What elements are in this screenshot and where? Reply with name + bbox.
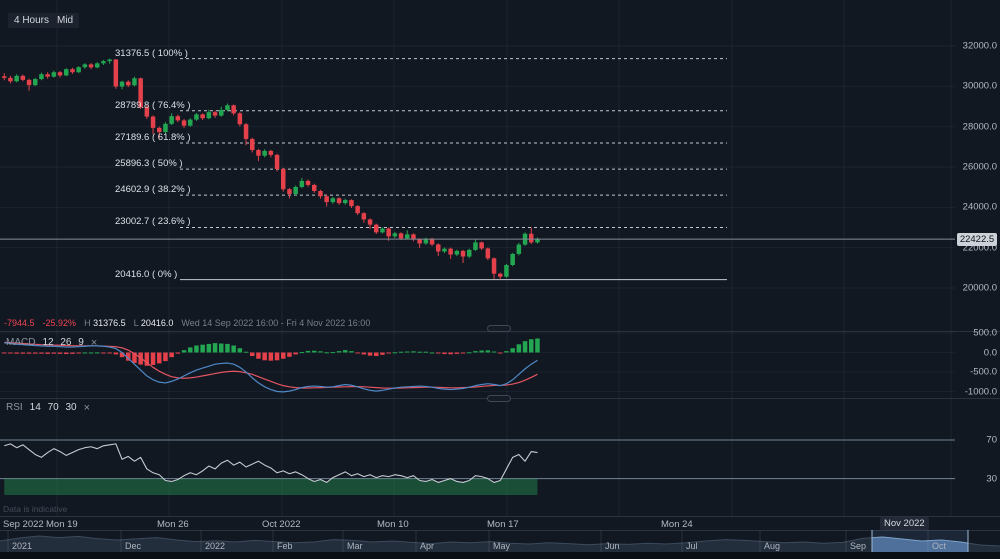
price-axis-tick: 24000.0 (962, 201, 997, 213)
rsi-label: RSI (6, 402, 23, 413)
fib-level-label: 25896.3 ( 50% ) (115, 158, 183, 170)
fib-level-label: 23002.7 ( 23.6% ) (115, 216, 191, 228)
macd-close-icon[interactable]: × (90, 336, 98, 349)
macd-label: MACD (6, 337, 36, 348)
fib-level-label: 24602.9 ( 38.2% ) (115, 184, 191, 196)
macd-header: MACD 12 26 9 × (6, 337, 97, 348)
price-axis-tick: 26000.0 (962, 161, 997, 173)
date-axis-label: Sep 2022 (3, 519, 44, 530)
rsi-axis-tick: 30 (986, 473, 997, 485)
rsi-close-icon[interactable]: × (83, 401, 91, 414)
rsi-header: RSI 14 70 30 × (6, 402, 90, 413)
status-bar: -7944.5 -25.92% H 31376.5 L 20416.0 Wed … (4, 318, 370, 328)
fib-level-label: 27189.6 ( 61.8% ) (115, 132, 191, 143)
price-axis-tick: 28000.0 (962, 121, 997, 133)
price-change: -7944.5 (4, 318, 35, 328)
scrubber-month-label: May (493, 541, 511, 551)
macd-pane-resize-handle[interactable] (487, 325, 511, 332)
scrubber-month-label: Apr (420, 541, 435, 551)
price-axis-tick: 30000.0 (962, 80, 997, 92)
rsi-params: 14 70 30 (29, 402, 77, 413)
macd-params: 12 26 9 (42, 337, 84, 348)
scrubber-month-label: Jul (686, 541, 698, 551)
scrubber-month-label: Dec (125, 541, 142, 551)
scrubber-month-label: Sep (850, 541, 867, 551)
scrubber-month-label: Jun (605, 541, 620, 551)
fib-level-label: 28789.8 ( 76.4% ) (115, 99, 191, 111)
price-change-percent: -25.92% (42, 318, 77, 328)
price-axis-tick: 22000.0 (962, 242, 997, 254)
date-axis-label: Oct 2022 (262, 519, 301, 530)
date-axis-label: Mon 10 (377, 519, 409, 530)
indicative-data-notice: Data is indicative (3, 504, 68, 514)
date-axis-label: Mon 24 (661, 519, 693, 530)
price-axis-tick: 32000.0 (962, 40, 997, 52)
scrubber-month-label: 2021 (12, 541, 33, 551)
scrubber-month-label: Feb (277, 541, 293, 551)
cutoff-bottom-row (0, 552, 1000, 559)
scrubber-month-label: Aug (764, 541, 781, 551)
date-axis-label: Nov 2022 (880, 517, 929, 530)
macd-axis-tick: 500.0 (973, 327, 997, 339)
timeframe-button[interactable]: 4 Hours (8, 13, 56, 28)
scrubber-month-label: Mar (347, 541, 363, 551)
rsi-pane-resize-handle[interactable] (487, 395, 511, 402)
macd-axis-tick: -1000.0 (964, 386, 997, 397)
high-value: H 31376.5 (84, 318, 126, 328)
date-axis-label: Mon 26 (157, 519, 189, 530)
macd-axis-tick: -500.0 (970, 366, 997, 378)
fib-level-label: 31376.5 ( 100% ) (115, 47, 188, 59)
date-axis-label: Mon 17 (487, 519, 519, 530)
scrubber-month-label: Oct (932, 541, 947, 551)
macd-axis-tick: 0.0 (983, 347, 997, 358)
fib-level-label: 20416.0 ( 0% ) (115, 268, 178, 280)
current-price-badge: 22422.5 (957, 233, 997, 246)
date-range: Wed 14 Sep 2022 16:00 - Fri 4 Nov 2022 1… (181, 318, 371, 328)
rsi-axis-tick: 70 (986, 434, 997, 446)
scrubber-month-label: 2022 (205, 541, 226, 551)
low-value: L 20416.0 (133, 318, 174, 328)
price-type-button[interactable]: Mid (51, 13, 80, 28)
date-axis-label: Mon 19 (46, 519, 78, 530)
price-axis-tick: 20000.0 (962, 282, 997, 294)
